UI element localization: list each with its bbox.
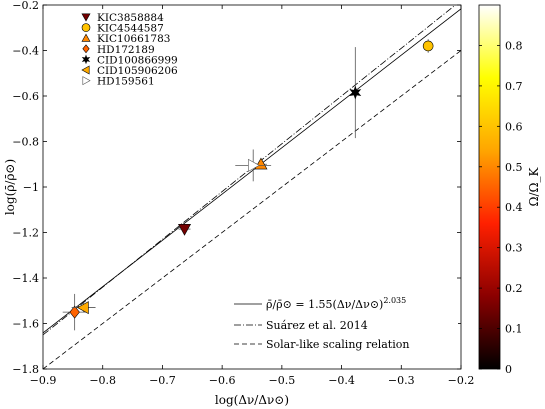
- colorbar-label: Ω/Ω_K: [527, 167, 541, 207]
- colorbar-tick-label: 0.8: [505, 39, 523, 52]
- y-axis-label: log(ρ̄/ρ̄⊙): [3, 159, 17, 215]
- x-tick-label: −0.4: [328, 374, 355, 387]
- colorbar-tick-label: 0.4: [505, 201, 523, 214]
- x-tick-label: −0.6: [209, 374, 236, 387]
- colorbar-tick-label: 0: [505, 363, 512, 376]
- colorbar-tick-label: 0.1: [505, 323, 523, 336]
- point-marker: [69, 305, 80, 319]
- y-tick-label: −1.6: [12, 318, 39, 331]
- x-tick-label: −0.5: [268, 374, 295, 387]
- legend-label: HD159561: [97, 76, 155, 88]
- legend-marker: [82, 44, 90, 54]
- x-tick-label: −0.2: [448, 374, 475, 387]
- y-tick-label: −1.8: [12, 363, 39, 376]
- line-legend-label-suarez: Suárez et al. 2014: [266, 319, 368, 332]
- marker-legend: KIC3858884KIC4544587KIC10661783HD172189C…: [81, 12, 178, 88]
- legend-label: CID100866999: [97, 54, 178, 66]
- data-point: [235, 149, 272, 182]
- data-point: [71, 301, 96, 315]
- x-tick-label: −0.9: [30, 374, 57, 387]
- colorbar: [478, 4, 501, 370]
- legend-marker: [82, 76, 91, 86]
- axis-ticks: −0.9 −0.8 −0.7 −0.6 −0.5 −0.4 −0.3 −0.2 −0.2 −0.4…: [12, 0, 474, 387]
- line-legend-label-solar: Solar-like scaling relation: [266, 338, 409, 351]
- y-tick-label: −0.8: [12, 136, 39, 149]
- colorbar-tick-label: 0.3: [505, 242, 523, 255]
- line-legend-label-fit: ρ̄/ρ̄⊙ = 1.55(Δν/Δν⊙)2.035: [266, 296, 406, 311]
- legend-marker: [81, 33, 91, 42]
- point-marker: [248, 158, 260, 172]
- x-tick-label: −0.7: [149, 374, 176, 387]
- x-tick-label: −0.8: [89, 374, 116, 387]
- colorbar-tick-label: 0.5: [505, 161, 523, 174]
- legend-label: KIC3858884: [97, 12, 164, 24]
- y-tick-label: −1.4: [12, 272, 39, 285]
- colorbar-tick-label: 0.6: [505, 120, 523, 133]
- x-tick-label: −0.3: [388, 374, 415, 387]
- y-tick-label: −0.2: [12, 0, 39, 12]
- y-tick-label: −1.2: [12, 227, 39, 240]
- y-tick-label: −0.6: [12, 90, 39, 103]
- y-tick-label: −1: [23, 181, 39, 194]
- colorbar-ticks: 0 0.1 0.2 0.3 0.4 0.5 0.6 0.7 0.8: [479, 39, 523, 376]
- legend-marker: [81, 23, 91, 32]
- legend-label: HD172189: [97, 44, 155, 56]
- line-legend: ρ̄/ρ̄⊙ = 1.55(Δν/Δν⊙)2.035 Suárez et al.…: [226, 288, 458, 356]
- legend-marker: [81, 13, 91, 22]
- legend-label: CID105906206: [97, 65, 178, 77]
- data-point: [349, 47, 362, 139]
- line-legend-box: [226, 288, 458, 356]
- point-marker: [422, 40, 434, 52]
- data-points: [62, 39, 434, 331]
- point-marker: [178, 223, 192, 236]
- colorbar-tick-label: 0.7: [505, 80, 523, 93]
- x-axis-label: log(Δν/Δν⊙): [215, 393, 289, 407]
- legend-label: KIC10661783: [97, 33, 170, 45]
- colorbar-tick-label: 0.2: [505, 282, 523, 295]
- legend-label: KIC4544587: [97, 23, 164, 35]
- data-point: [62, 293, 87, 331]
- legend-marker: [81, 54, 91, 65]
- point-marker: [76, 301, 89, 315]
- point-marker: [349, 85, 362, 100]
- data-point: [178, 223, 192, 236]
- y-tick-label: −0.4: [12, 45, 39, 58]
- legend-marker: [81, 65, 90, 75]
- data-point: [422, 39, 434, 53]
